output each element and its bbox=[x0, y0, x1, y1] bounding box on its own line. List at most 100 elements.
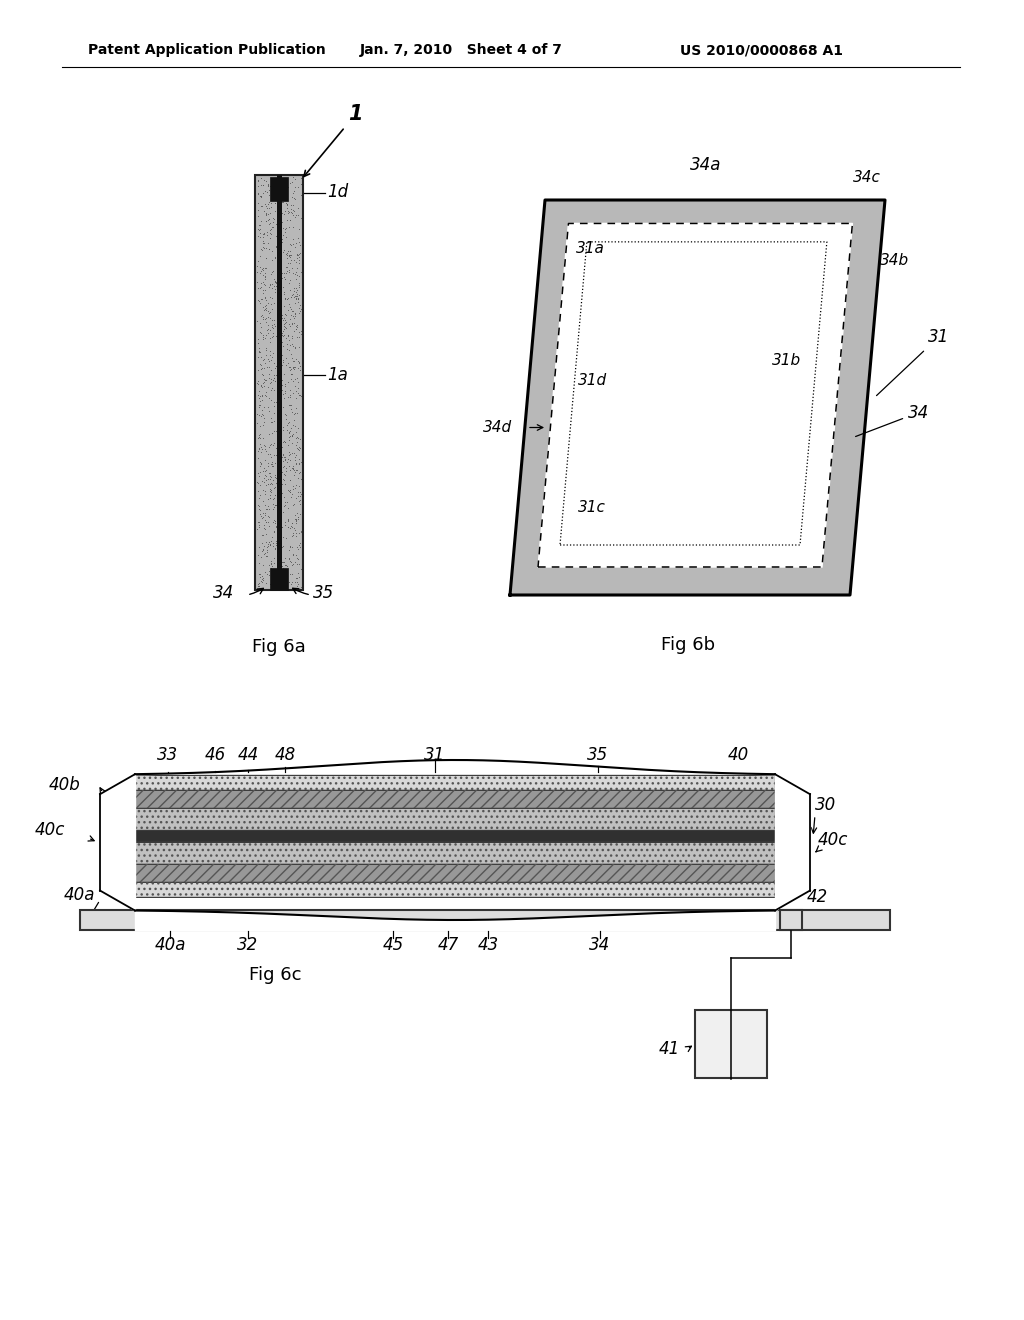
Point bbox=[284, 564, 300, 585]
Point bbox=[278, 256, 294, 277]
Point bbox=[281, 429, 297, 450]
Point bbox=[256, 368, 272, 389]
Point bbox=[253, 347, 269, 368]
Point bbox=[278, 515, 294, 536]
Point bbox=[276, 267, 293, 288]
Point bbox=[251, 466, 267, 487]
Point bbox=[268, 177, 285, 198]
Point bbox=[265, 520, 282, 541]
Point bbox=[271, 477, 288, 498]
Point bbox=[281, 421, 297, 442]
Point bbox=[263, 317, 280, 338]
Point bbox=[254, 385, 270, 407]
Point bbox=[267, 516, 284, 537]
Point bbox=[287, 375, 303, 396]
Point bbox=[283, 247, 299, 268]
Point bbox=[290, 539, 306, 560]
Point bbox=[290, 438, 306, 459]
Point bbox=[281, 479, 297, 500]
Point bbox=[257, 298, 273, 319]
Point bbox=[275, 446, 292, 467]
Point bbox=[260, 561, 276, 582]
Point bbox=[268, 305, 285, 326]
Point bbox=[266, 477, 283, 498]
Point bbox=[263, 240, 280, 261]
Point bbox=[285, 525, 301, 546]
Point bbox=[270, 491, 287, 512]
Point bbox=[270, 447, 287, 469]
Point bbox=[283, 573, 299, 594]
Point bbox=[276, 312, 293, 333]
Point bbox=[268, 367, 285, 388]
Point bbox=[273, 447, 290, 469]
Point bbox=[265, 488, 282, 510]
Point bbox=[287, 519, 303, 540]
Point bbox=[287, 504, 303, 525]
Point bbox=[290, 482, 306, 503]
Point bbox=[254, 289, 270, 310]
Point bbox=[265, 511, 282, 532]
Point bbox=[270, 209, 287, 230]
Bar bbox=[278, 176, 282, 590]
Point bbox=[281, 516, 297, 537]
Point bbox=[252, 218, 268, 239]
Point bbox=[256, 358, 272, 379]
Point bbox=[273, 483, 290, 504]
Point bbox=[288, 428, 304, 449]
Point bbox=[291, 440, 307, 461]
Point bbox=[265, 510, 282, 531]
Point bbox=[275, 169, 292, 190]
Point bbox=[269, 454, 286, 475]
Point bbox=[265, 532, 282, 553]
Point bbox=[250, 176, 266, 197]
Point bbox=[272, 513, 289, 535]
Point bbox=[252, 455, 268, 477]
Point bbox=[288, 348, 304, 370]
Text: 40c: 40c bbox=[35, 821, 65, 840]
Point bbox=[259, 545, 275, 566]
Point bbox=[258, 312, 274, 333]
Point bbox=[251, 516, 267, 537]
Point bbox=[259, 224, 275, 246]
Bar bbox=[255, 176, 303, 590]
Point bbox=[291, 491, 307, 512]
Point bbox=[271, 186, 288, 207]
Point bbox=[253, 441, 269, 462]
Point bbox=[282, 395, 298, 416]
Point bbox=[293, 261, 309, 282]
Point bbox=[254, 438, 270, 459]
Point bbox=[274, 554, 291, 576]
Point bbox=[255, 461, 271, 482]
Point bbox=[288, 388, 304, 409]
Point bbox=[281, 272, 297, 293]
Point bbox=[280, 508, 296, 529]
Point bbox=[273, 263, 290, 284]
Point bbox=[249, 372, 265, 393]
Point bbox=[255, 226, 271, 247]
Point bbox=[252, 566, 268, 587]
Point bbox=[273, 437, 290, 458]
Point bbox=[250, 183, 266, 205]
Point bbox=[280, 248, 296, 269]
Bar bbox=[780, 909, 802, 931]
Point bbox=[283, 298, 299, 319]
Point bbox=[293, 558, 309, 579]
Point bbox=[258, 247, 274, 268]
Point bbox=[283, 172, 299, 193]
Point bbox=[290, 289, 306, 310]
Point bbox=[257, 265, 273, 286]
Point bbox=[250, 347, 266, 368]
Point bbox=[252, 293, 268, 314]
Point bbox=[258, 257, 274, 279]
Point bbox=[271, 487, 288, 508]
Point bbox=[271, 371, 288, 392]
Point bbox=[256, 515, 272, 536]
Point bbox=[255, 404, 271, 425]
Point bbox=[285, 495, 301, 516]
Point bbox=[257, 461, 273, 482]
Point bbox=[285, 356, 301, 378]
Point bbox=[258, 475, 274, 496]
Point bbox=[262, 389, 279, 411]
Point bbox=[289, 252, 305, 273]
Point bbox=[278, 193, 294, 214]
